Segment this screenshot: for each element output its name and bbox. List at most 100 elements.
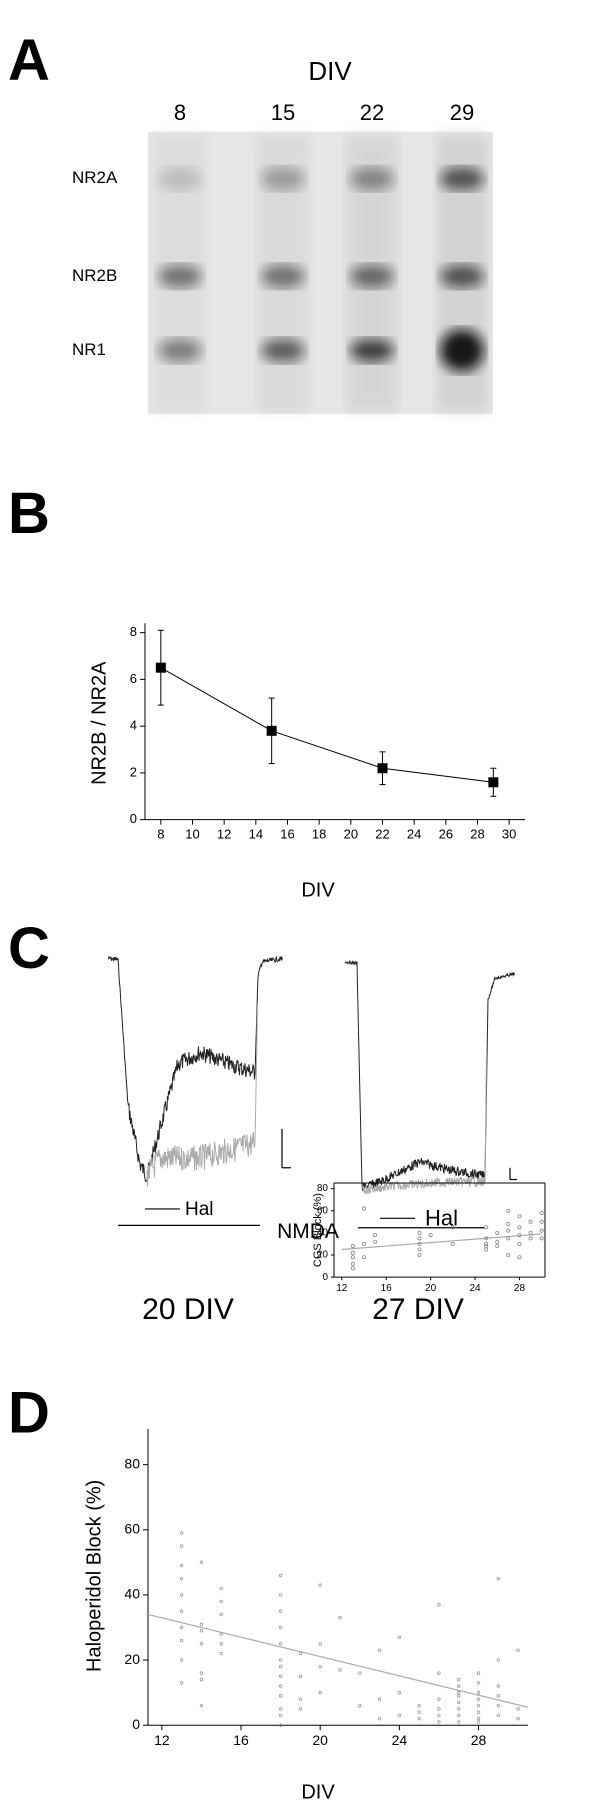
data-point — [539, 1236, 544, 1241]
x-axis-label: DIV — [301, 1782, 335, 1800]
data-point — [417, 1230, 422, 1235]
y-axis-label: NR2B / NR2A — [88, 661, 110, 785]
data-point — [155, 662, 166, 673]
data-point — [437, 1720, 441, 1724]
data-point — [457, 1694, 461, 1698]
data-point — [278, 1684, 283, 1688]
x-tick-label: 12 — [154, 1732, 170, 1748]
data-point — [179, 1625, 184, 1630]
data-point — [417, 1716, 421, 1721]
data-point — [350, 1261, 355, 1266]
lane-label: 22 — [360, 100, 384, 125]
agonist-label: NMDA — [277, 1220, 339, 1243]
y-tick-label: 20 — [124, 1651, 140, 1667]
y-tick-label: 60 — [317, 1205, 329, 1216]
data-point — [484, 1241, 489, 1246]
data-point — [437, 1697, 441, 1701]
x-tick-label: 20 — [344, 827, 358, 842]
data-point — [516, 1707, 520, 1711]
data-point — [417, 1710, 421, 1714]
data-point — [506, 1236, 511, 1241]
data-point — [278, 1642, 283, 1646]
x-tick-label: 14 — [249, 827, 263, 842]
data-point — [219, 1632, 223, 1636]
data-point — [278, 1674, 283, 1679]
x-tick-label: 24 — [407, 827, 421, 842]
data-point — [350, 1250, 355, 1255]
band-label: NR1 — [72, 340, 106, 359]
data-point — [219, 1586, 223, 1591]
data-point — [318, 1690, 322, 1695]
y-tick-label: 80 — [124, 1455, 140, 1471]
y-tick-label: 20 — [317, 1250, 329, 1261]
current-trace — [361, 1053, 487, 1196]
data-point — [428, 1233, 433, 1238]
x-tick-label: 28 — [471, 1732, 487, 1748]
data-point — [506, 1208, 511, 1213]
data-point — [179, 1563, 184, 1568]
data-point — [179, 1576, 184, 1581]
data-point — [517, 1225, 522, 1230]
data-point — [517, 1241, 522, 1246]
data-point — [266, 725, 277, 736]
data-point — [539, 1228, 544, 1233]
data-point — [417, 1247, 422, 1252]
data-point — [199, 1703, 204, 1708]
data-point — [539, 1210, 544, 1215]
data-point — [219, 1612, 223, 1617]
data-point — [457, 1720, 461, 1724]
data-point — [199, 1671, 204, 1675]
y-tick-label: 0 — [322, 1272, 328, 1283]
x-tick-label: 8 — [157, 827, 164, 842]
data-point — [495, 1230, 500, 1235]
data-point — [437, 1602, 441, 1607]
drug-label: Hal — [425, 1205, 458, 1230]
data-point — [361, 1206, 366, 1211]
x-tick-label: 16 — [280, 827, 294, 842]
data-point — [278, 1658, 283, 1662]
data-point — [488, 777, 499, 788]
x-tick-label: 16 — [381, 1283, 393, 1294]
data-point — [457, 1707, 461, 1711]
data-point — [199, 1629, 204, 1633]
data-point — [476, 1690, 481, 1695]
x-tick-label: 10 — [185, 827, 199, 842]
data-point — [358, 1703, 362, 1708]
data-point — [373, 1233, 378, 1238]
data-point — [278, 1664, 283, 1669]
data-point — [199, 1622, 204, 1626]
data-point — [484, 1225, 489, 1230]
data-point — [476, 1710, 481, 1714]
caption: 20 DIV — [142, 1293, 234, 1326]
data-point — [476, 1697, 481, 1701]
data-point — [278, 1694, 283, 1698]
data-point — [358, 1671, 362, 1675]
y-tick-label: 0 — [130, 811, 137, 826]
data-point — [484, 1244, 489, 1249]
data-point — [528, 1230, 533, 1235]
data-point — [298, 1697, 303, 1701]
panel-letter: C — [8, 916, 50, 981]
data-point — [179, 1593, 184, 1597]
data-point — [457, 1700, 461, 1705]
data-point — [496, 1684, 501, 1688]
data-line — [160, 667, 494, 783]
data-point — [517, 1255, 522, 1260]
data-point — [338, 1616, 342, 1620]
y-tick-label: 2 — [130, 764, 137, 779]
data-point — [496, 1713, 501, 1718]
x-tick-label: 30 — [502, 827, 516, 842]
blot-band — [350, 166, 394, 191]
data-point — [476, 1671, 481, 1675]
fit-line — [341, 1233, 542, 1251]
data-point — [179, 1638, 184, 1643]
blot-band — [440, 329, 484, 372]
current-trace — [344, 960, 515, 1191]
x-tick-label: 28 — [514, 1283, 526, 1294]
data-point — [350, 1255, 355, 1260]
data-point — [350, 1266, 355, 1271]
data-point — [495, 1244, 500, 1249]
data-point — [437, 1713, 441, 1718]
data-point — [350, 1244, 355, 1249]
